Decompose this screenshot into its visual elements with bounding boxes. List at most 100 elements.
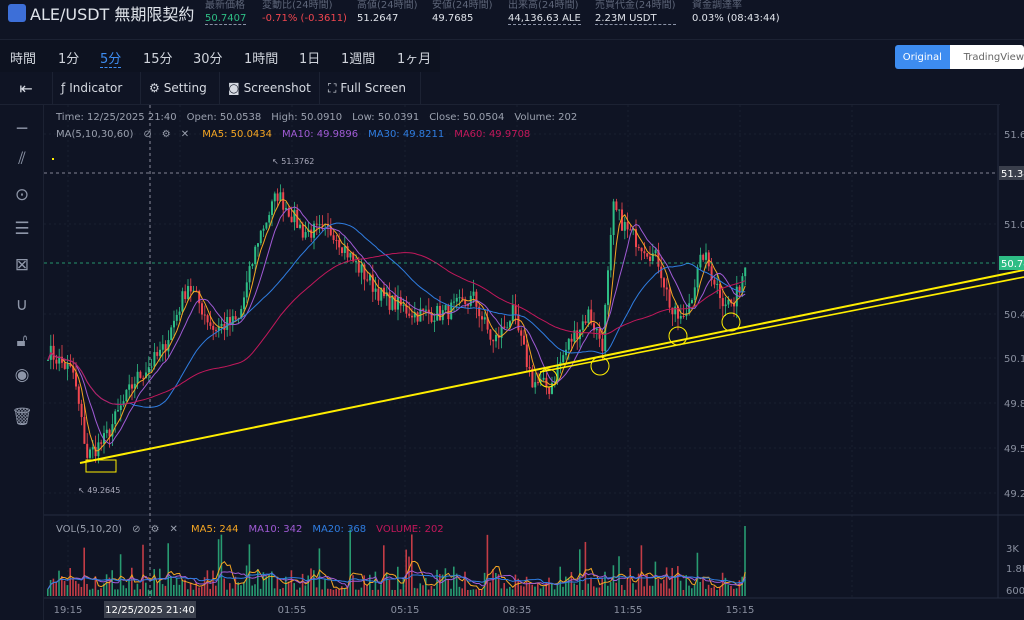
fibonacci-tool-icon[interactable]: ☰ (14, 219, 30, 239)
volume-bar (145, 582, 147, 596)
candle (293, 209, 296, 223)
ma30-line (47, 222, 746, 408)
timeframe-7[interactable]: 1週間 (341, 52, 376, 67)
ma-close-icon[interactable]: ✕ (180, 129, 190, 140)
candle (735, 286, 738, 307)
collapse-sidebar-icon[interactable]: ⇤ (19, 78, 33, 98)
candle (581, 321, 584, 330)
candle (668, 289, 671, 308)
candle (523, 335, 525, 345)
stat-5: 売買代金(24時間) 2.23M USDT (595, 0, 676, 25)
candle (685, 313, 688, 317)
volume-bar (439, 573, 441, 596)
candle (147, 367, 150, 373)
candle (145, 372, 147, 379)
header: ALE/USDT 無期限契約 最新価格 50.7407 変動比(24時間) -0.71… (0, 0, 1024, 40)
candle (439, 305, 441, 321)
candle (360, 264, 363, 273)
volume-bar (91, 588, 94, 596)
horizontal-line-tool-icon[interactable]: ─ (16, 119, 28, 139)
timeframe-4[interactable]: 30分 (193, 52, 223, 67)
volume-bar (178, 584, 181, 596)
candle (500, 326, 503, 338)
volume-bar (75, 581, 77, 596)
candle (234, 316, 237, 320)
volume-bar (677, 566, 679, 596)
ma-settings-icon[interactable]: ⚙ (161, 129, 171, 140)
magnet-icon[interactable]: ∪ (15, 295, 29, 315)
indicator-button[interactable]: ƒ Indicator (52, 72, 122, 104)
vol-settings-icon[interactable]: ⚙ (150, 524, 160, 535)
volume-bar (234, 576, 237, 596)
volume-bar (346, 586, 349, 596)
stat-label: 売買代金(24時間) (595, 0, 676, 10)
volume-bar (733, 588, 735, 596)
vol-close-icon[interactable]: ✕ (169, 524, 178, 535)
timeframe-0[interactable]: 時間 (10, 52, 37, 67)
circle-tool-icon[interactable]: ⊙ (14, 185, 30, 205)
eye-icon[interactable]: ◉ (14, 365, 30, 385)
volume-bar (198, 587, 200, 596)
volume-bar (626, 579, 629, 596)
candle (357, 261, 360, 273)
candle (366, 279, 369, 281)
ma10-value: MA10: 49.9896 (282, 129, 359, 140)
stat-2: 高値(24時間) 51.2647 (357, 0, 418, 24)
setting-button[interactable]: ⚙ Setting (140, 72, 207, 104)
candle (220, 323, 223, 327)
timeframe-2[interactable]: 5分 (100, 48, 122, 68)
vol-volume-value: VOLUME: 202 (376, 524, 444, 535)
volume-bar (674, 575, 676, 596)
ma5-line (47, 198, 746, 452)
candle (539, 379, 542, 383)
fullscreen-button[interactable]: ⛶ Full Screen (319, 72, 421, 104)
stat-value: 2.23M USDT (595, 13, 676, 25)
timeframe-6[interactable]: 1日 (299, 52, 321, 67)
volume-bar (607, 585, 609, 596)
volume-bar (604, 571, 606, 596)
timeframe-8[interactable]: 1ヶ月 (397, 52, 432, 67)
volume-bar (562, 586, 564, 596)
volume-bar (100, 588, 102, 596)
volume-bar (570, 571, 573, 596)
timeframe-bar: 時間 1分 5分 15分 30分 1時間 1日 1週間 1ヶ月 (0, 40, 440, 72)
crosshair-time-label-bg (104, 601, 196, 618)
ma-visibility-icon[interactable]: ⊘ (143, 129, 152, 140)
unlock-icon[interactable]: 🔓︎ (16, 331, 28, 351)
candle (125, 389, 128, 402)
crosshair-price-label: 51.34 (1001, 169, 1024, 180)
trend-line-tool-icon[interactable]: ⫽ (18, 149, 26, 169)
volume-bar (559, 566, 561, 596)
candle (201, 303, 203, 315)
candle (72, 366, 75, 373)
crosshair-price-label-bg (999, 166, 1024, 180)
candle (111, 424, 114, 437)
volume-bar (405, 549, 407, 596)
timeframe-3[interactable]: 15分 (143, 52, 173, 67)
candle (565, 349, 567, 356)
candle (671, 307, 674, 315)
candle (105, 429, 108, 434)
candle (265, 222, 268, 229)
volume-bar (573, 583, 575, 596)
volume-bar (665, 567, 668, 596)
original-view-button[interactable]: Original (895, 45, 950, 69)
trash-icon[interactable]: 🗑︎ (11, 407, 33, 427)
pattern-tool-icon[interactable]: ⊠ (14, 255, 30, 275)
candle (173, 320, 175, 328)
screenshot-button[interactable]: ◙ Screenshot (219, 72, 311, 104)
candle (475, 291, 478, 307)
ma-label: MA(5,10,30,60) (56, 129, 134, 140)
volume-bar (332, 589, 335, 596)
tradingview-button[interactable]: TradingView (949, 45, 1024, 69)
timeframe-1[interactable]: 1分 (58, 52, 80, 67)
candle (542, 377, 545, 380)
volume-bar (159, 568, 161, 596)
vol-visibility-icon[interactable]: ⊘ (132, 524, 141, 535)
camera-icon: ◙ (228, 81, 240, 95)
candle (271, 201, 273, 216)
timeframe-5[interactable]: 1時間 (244, 52, 279, 67)
pair-title[interactable]: ALE/USDT 無期限契約 (30, 5, 195, 24)
candle (584, 321, 587, 324)
